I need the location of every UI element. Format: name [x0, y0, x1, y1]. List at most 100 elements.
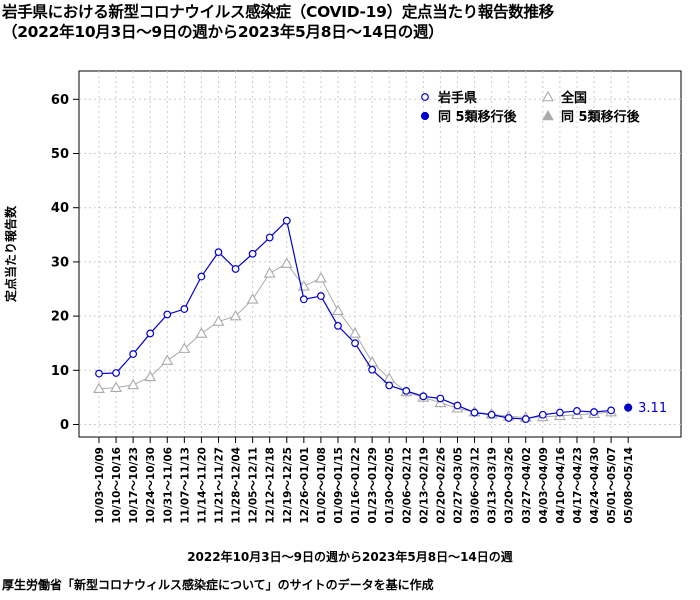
data-point-iwate — [317, 292, 325, 300]
legend-marker — [420, 111, 430, 121]
x-tick-label: 10/24〜10/30 — [145, 447, 157, 524]
data-point-iwate — [487, 410, 496, 419]
data-point-iwate — [521, 415, 530, 423]
x-tick-label: 10/10〜10/16 — [111, 447, 123, 524]
data-point-iwate — [129, 350, 138, 358]
data-point-iwate — [265, 233, 274, 242]
data-point-national — [263, 267, 276, 278]
data-point-iwate — [590, 408, 598, 416]
x-tick-label: 01/16〜01/22 — [350, 447, 362, 524]
plot-frame — [78, 70, 682, 438]
x-tick-label: 11/21〜11/27 — [213, 447, 225, 524]
x-tick-label: 03/13〜03/19 — [487, 447, 499, 524]
chart-title: 岩手県における新型コロナウイルス感染症（COVID-19）定点当たり報告数推移 … — [2, 2, 554, 42]
x-tick-label: 05/01〜05/07 — [606, 447, 618, 524]
legend: 岩手県 全国同 5類移行後 同 5類移行後 — [420, 90, 641, 125]
x-tick-label: 03/06〜03/12 — [470, 447, 482, 524]
data-point-national — [144, 370, 157, 382]
y-tick-label: 40 — [51, 201, 69, 216]
x-tick-label: 10/31〜11/06 — [162, 447, 174, 524]
legend-label: 同 5類移行後 — [438, 109, 518, 125]
data-label-post-class5: 3.11 — [638, 401, 667, 416]
data-point-national — [178, 342, 191, 353]
x-tick-label: 10/03〜10/09 — [94, 447, 106, 524]
legend-label: 岩手県 — [437, 90, 477, 106]
data-point-iwate — [282, 216, 291, 225]
x-tick-label: 11/14〜11/20 — [196, 447, 208, 524]
x-tick-label: 01/02〜01/08 — [316, 447, 328, 524]
data-point-iwate — [504, 414, 513, 422]
data-point-national — [195, 327, 208, 338]
data-point-iwate — [453, 401, 462, 410]
x-tick-label: 04/10〜04/16 — [555, 447, 567, 524]
data-point-iwate — [368, 365, 377, 374]
y-tick-label: 20 — [51, 310, 69, 325]
legend-marker — [542, 90, 554, 102]
legend-marker — [542, 109, 554, 121]
data-point-iwate — [146, 329, 155, 338]
data-point-national — [229, 309, 242, 321]
y-tick-label: 10 — [51, 364, 69, 379]
x-tick-label: 02/27〜03/05 — [452, 447, 464, 524]
x-tick-label: 04/03〜04/09 — [538, 447, 550, 524]
data-point-national — [93, 382, 105, 394]
data-point-national — [349, 327, 361, 338]
legend-label: 同 5類移行後 — [561, 109, 641, 125]
data-point-iwate — [197, 272, 206, 281]
x-tick-label: 12/12〜12/18 — [265, 447, 277, 524]
x-tick-label: 10/17〜10/23 — [128, 447, 140, 524]
x-tick-label: 04/17〜04/23 — [572, 447, 584, 524]
x-tick-label: 02/06〜02/12 — [401, 447, 413, 524]
data-point-iwate — [555, 408, 564, 417]
data-point-national — [314, 272, 327, 283]
data-point-iwate — [436, 394, 445, 403]
data-point-iwate — [607, 406, 615, 415]
y-tick-label: 30 — [51, 255, 69, 270]
legend-item-iwate: 岩手県 — [421, 90, 477, 106]
series-iwate-post-class5 — [624, 403, 633, 412]
data-point-iwate — [385, 381, 394, 390]
data-point-iwate — [214, 248, 223, 257]
x-tick-label: 12/26〜01/01 — [299, 447, 311, 524]
y-axis-title: 定点当たり報告数 — [3, 205, 18, 302]
data-point-national — [127, 378, 140, 390]
x-tick-label: 03/20〜03/26 — [504, 447, 516, 524]
series-iwate — [95, 216, 615, 423]
data-point-iwate — [95, 369, 103, 378]
data-point-iwate — [231, 265, 240, 273]
y-tick-label: 50 — [51, 147, 69, 162]
x-tick-label: 12/19〜12/25 — [282, 447, 294, 524]
data-point-iwate — [351, 339, 359, 348]
legend-item-national-post-class5: 同 5類移行後 — [542, 109, 641, 125]
data-point-iwate — [163, 310, 172, 319]
x-tick-label: 02/20〜02/26 — [435, 447, 447, 524]
x-tick-label: 12/05〜12/11 — [248, 447, 260, 524]
data-point-national — [161, 354, 174, 365]
data-point-iwate — [334, 321, 342, 330]
data-point-iwate-post-class5 — [624, 403, 633, 412]
data-point-national — [110, 381, 123, 392]
x-tick-label: 02/13〜02/19 — [418, 447, 430, 524]
data-point-iwate — [470, 408, 479, 417]
x-axis-label: 2022年10月3日〜9日の週から2023年5月8日〜14日の週 — [187, 550, 513, 564]
data-point-national — [280, 257, 293, 268]
x-tick-label: 11/07〜11/13 — [179, 447, 191, 524]
legend-marker — [421, 93, 429, 101]
data-point-iwate — [248, 249, 257, 258]
y-tick-label: 60 — [51, 93, 69, 108]
data-point-iwate — [112, 369, 120, 377]
chart-title-line2: （2022年10月3日〜9日の週から2023年5月8日〜14日の週） — [2, 23, 444, 41]
data-point-iwate — [180, 305, 189, 313]
data-point-iwate — [538, 410, 547, 419]
data-point-iwate — [419, 392, 428, 401]
data-point-iwate — [402, 386, 411, 395]
legend-label: 全国 — [560, 90, 587, 106]
data-point-iwate — [299, 295, 308, 304]
legend-item-iwate-post-class5: 同 5類移行後 — [420, 109, 518, 125]
data-point-national — [212, 315, 225, 326]
y-tick-label: 0 — [60, 418, 69, 433]
x-tick-label: 03/27〜04/02 — [521, 447, 533, 524]
data-point-iwate — [573, 407, 581, 415]
legend-item-national: 全国 — [542, 90, 587, 106]
